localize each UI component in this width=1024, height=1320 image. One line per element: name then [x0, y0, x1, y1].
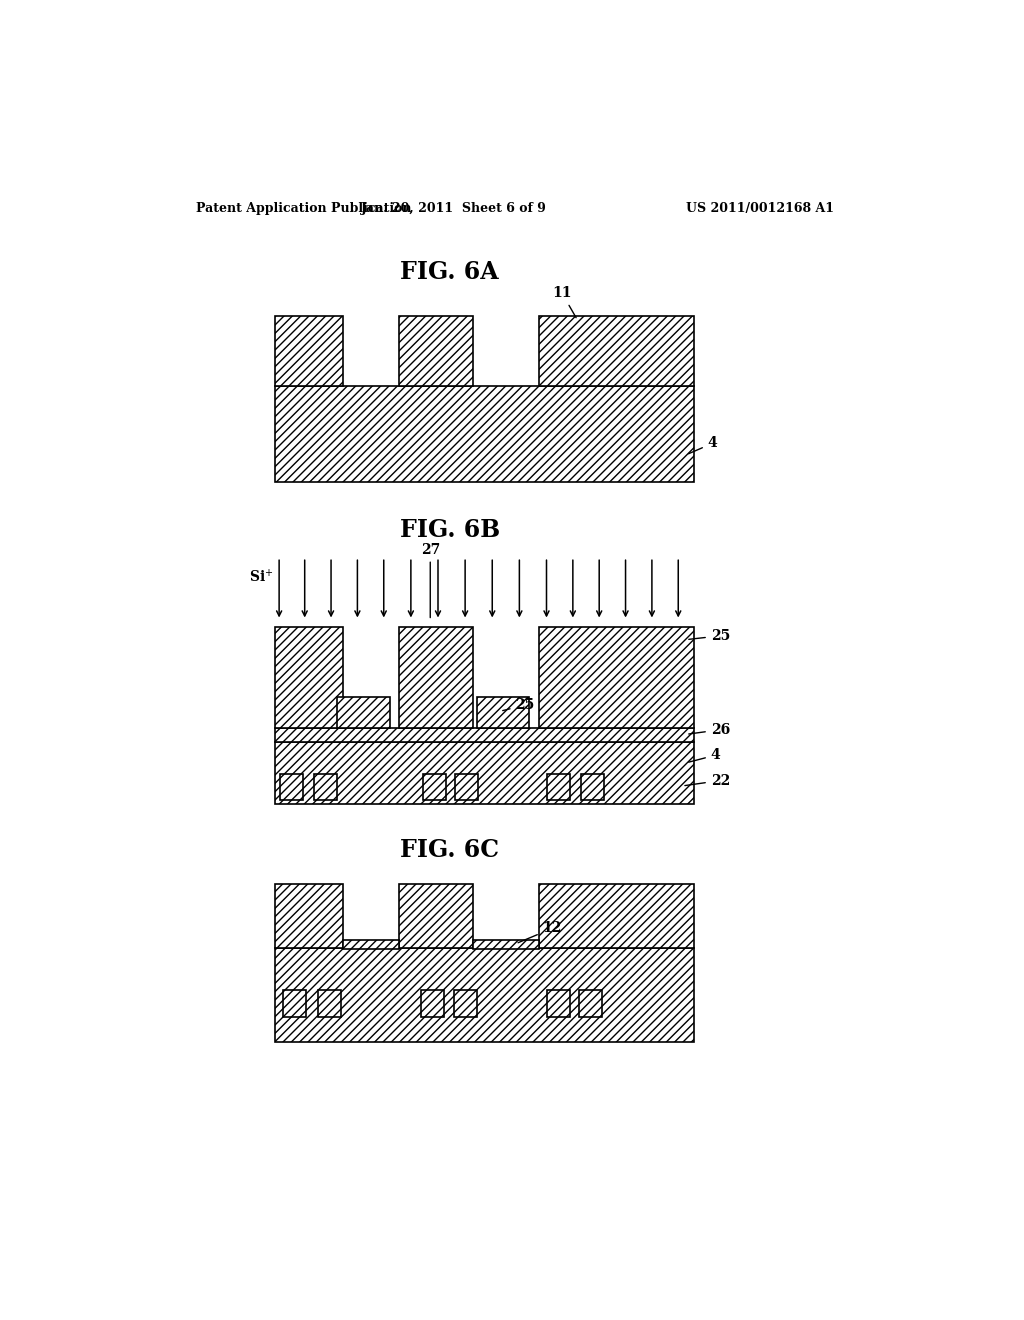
Bar: [275, 742, 693, 804]
Bar: [399, 627, 473, 729]
Bar: [579, 990, 602, 1016]
Bar: [547, 990, 569, 1016]
Text: FIG. 6A: FIG. 6A: [400, 260, 499, 284]
Text: 4: 4: [689, 748, 721, 762]
Bar: [539, 627, 693, 729]
Bar: [275, 948, 693, 1043]
Bar: [275, 884, 343, 948]
Bar: [423, 775, 445, 800]
Text: 4: 4: [688, 437, 718, 454]
Bar: [275, 385, 693, 482]
Bar: [581, 775, 604, 800]
Bar: [399, 884, 473, 948]
Text: 27: 27: [421, 543, 440, 618]
Bar: [421, 990, 444, 1016]
Bar: [275, 729, 693, 742]
Bar: [539, 884, 693, 948]
Bar: [477, 697, 529, 729]
Text: 22: 22: [685, 774, 730, 788]
Bar: [275, 317, 343, 385]
Bar: [539, 317, 693, 385]
Text: Jan. 20, 2011  Sheet 6 of 9: Jan. 20, 2011 Sheet 6 of 9: [360, 202, 547, 215]
Bar: [473, 940, 539, 949]
Text: US 2011/0012168 A1: US 2011/0012168 A1: [686, 202, 834, 215]
Bar: [547, 775, 569, 800]
Text: Patent Application Publication: Patent Application Publication: [197, 202, 412, 215]
Text: FIG. 6C: FIG. 6C: [400, 838, 499, 862]
Bar: [455, 775, 478, 800]
Bar: [399, 317, 473, 385]
Bar: [275, 627, 343, 729]
Bar: [337, 697, 390, 729]
Text: 26: 26: [689, 723, 730, 737]
Text: 25: 25: [503, 698, 535, 711]
Text: Si$^{+}$: Si$^{+}$: [249, 568, 273, 585]
Bar: [283, 990, 306, 1016]
Bar: [317, 990, 341, 1016]
Bar: [314, 775, 337, 800]
Text: 12: 12: [518, 921, 562, 942]
Bar: [454, 990, 477, 1016]
Text: 25: 25: [689, 628, 730, 643]
Text: FIG. 6B: FIG. 6B: [399, 517, 500, 541]
Text: 11: 11: [552, 286, 577, 318]
Bar: [280, 775, 303, 800]
Bar: [343, 940, 399, 949]
